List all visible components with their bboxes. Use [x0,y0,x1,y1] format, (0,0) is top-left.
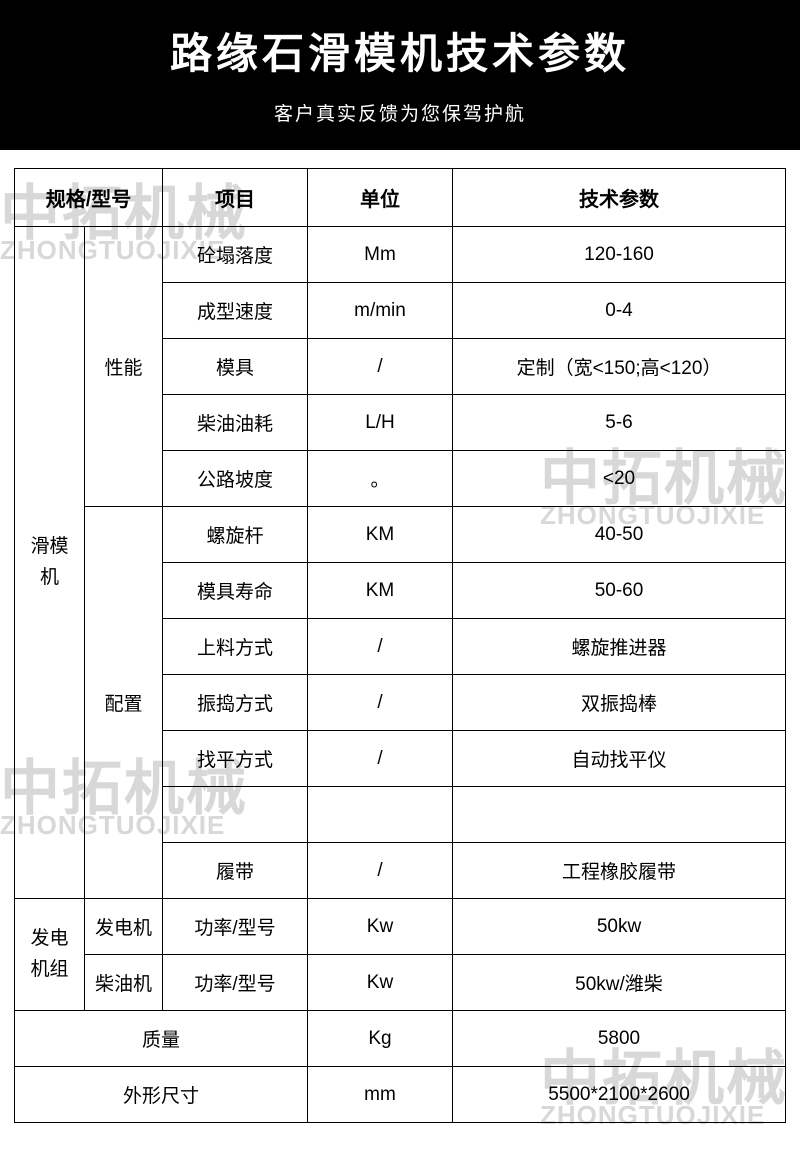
page-subtitle: 客户真实反馈为您保驾护航 [0,99,800,126]
cell-param: 双振捣棒 [453,675,786,731]
cell-item: 螺旋杆 [163,507,308,563]
cell-param: 50-60 [453,563,786,619]
table-header-row: 规格/型号 项目 单位 技术参数 [15,169,786,227]
table-row: 柴油机 功率/型号 Kw 50kw/潍柴 [15,955,786,1011]
cell-item: 功率/型号 [163,899,308,955]
cell-unit: KM [308,563,453,619]
cell-unit: / [308,843,453,899]
cell-param: 50kw/潍柴 [453,955,786,1011]
cell-param: 40-50 [453,507,786,563]
th-param: 技术参数 [453,169,786,227]
table-row: 质量 Kg 5800 [15,1011,786,1067]
cell-param: 定制（宽<150;高<120） [453,339,786,395]
table-row: 滑模机 性能 砼塌落度 Mm 120-160 [15,227,786,283]
cell-item: 履带 [163,843,308,899]
cell-item: 公路坡度 [163,451,308,507]
cell-unit: Kw [308,899,453,955]
cell-unit: Kg [308,1011,453,1067]
cell-param: 0-4 [453,283,786,339]
cell-unit: mm [308,1067,453,1123]
cell-category: 性能 [85,227,163,507]
cell-category: 柴油机 [85,955,163,1011]
cell-param: 50kw [453,899,786,955]
cell-unit [308,787,453,843]
cell-item: 找平方式 [163,731,308,787]
cell-unit: KM [308,507,453,563]
cell-param: 自动找平仪 [453,731,786,787]
cell-param: 120-160 [453,227,786,283]
cell-item: 模具 [163,339,308,395]
cell-param: 5500*2100*2600 [453,1067,786,1123]
table-row: 外形尺寸 mm 5500*2100*2600 [15,1067,786,1123]
cell-item [163,787,308,843]
th-spec: 规格/型号 [15,169,163,227]
cell-unit: Kw [308,955,453,1011]
cell-unit: / [308,675,453,731]
cell-item: 成型速度 [163,283,308,339]
th-item: 项目 [163,169,308,227]
cell-unit: / [308,339,453,395]
cell-spec: 发电机组 [15,899,85,1011]
page-title: 路缘石滑模机技术参数 [0,20,800,81]
cell-param: 工程橡胶履带 [453,843,786,899]
cell-category: 配置 [85,507,163,899]
cell-unit: / [308,731,453,787]
cell-param: 5-6 [453,395,786,451]
cell-footer-label: 质量 [15,1011,308,1067]
spec-table-container: 规格/型号 项目 单位 技术参数 滑模机 性能 砼塌落度 Mm 120-160 … [0,150,800,1123]
cell-spec: 滑模机 [15,227,85,899]
cell-item: 砼塌落度 [163,227,308,283]
cell-category: 发电机 [85,899,163,955]
cell-unit: L/H [308,395,453,451]
table-row: 发电机组 发电机 功率/型号 Kw 50kw [15,899,786,955]
th-unit: 单位 [308,169,453,227]
cell-unit: / [308,619,453,675]
cell-param: <20 [453,451,786,507]
cell-item: 上料方式 [163,619,308,675]
cell-param: 螺旋推进器 [453,619,786,675]
header-bar: 路缘石滑模机技术参数 客户真实反馈为您保驾护航 [0,0,800,150]
cell-param: 5800 [453,1011,786,1067]
cell-item: 模具寿命 [163,563,308,619]
cell-unit: m/min [308,283,453,339]
cell-item: 功率/型号 [163,955,308,1011]
cell-item: 振捣方式 [163,675,308,731]
table-row: 配置 螺旋杆 KM 40-50 [15,507,786,563]
cell-item: 柴油油耗 [163,395,308,451]
cell-param [453,787,786,843]
cell-unit: 。 [308,451,453,507]
cell-unit: Mm [308,227,453,283]
cell-footer-label: 外形尺寸 [15,1067,308,1123]
spec-table: 规格/型号 项目 单位 技术参数 滑模机 性能 砼塌落度 Mm 120-160 … [14,168,786,1123]
